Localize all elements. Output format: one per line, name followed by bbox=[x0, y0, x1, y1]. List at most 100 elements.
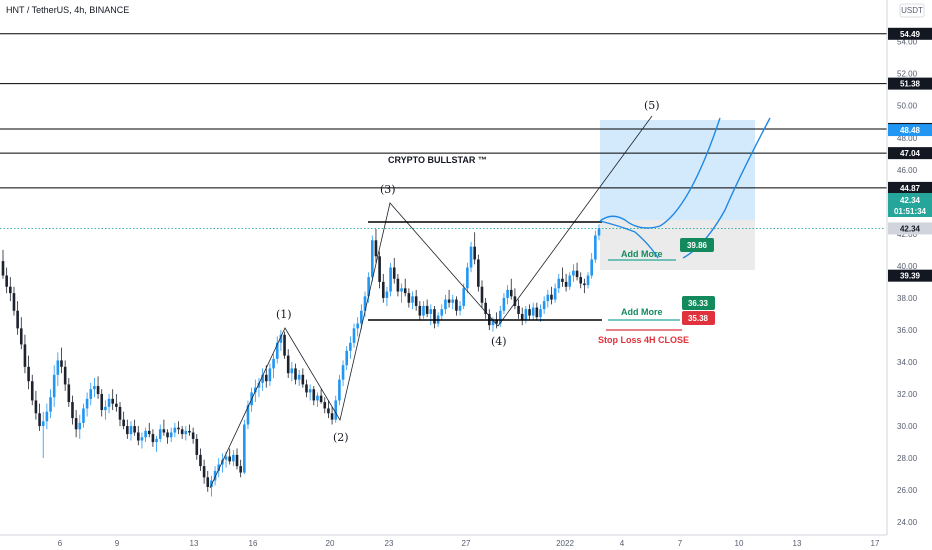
candle-body bbox=[45, 411, 49, 422]
candle-body bbox=[133, 426, 136, 433]
candle bbox=[275, 336, 279, 364]
candle-body bbox=[378, 256, 381, 282]
candle-body bbox=[425, 305, 429, 314]
candle-body bbox=[294, 368, 297, 380]
candle-body bbox=[444, 299, 447, 310]
candle bbox=[403, 278, 407, 297]
candle-body bbox=[275, 342, 279, 359]
candle bbox=[12, 286, 16, 316]
candle bbox=[473, 232, 476, 265]
candle bbox=[122, 411, 125, 430]
candle bbox=[228, 448, 231, 465]
candle bbox=[60, 347, 63, 374]
levels-layer bbox=[0, 33, 887, 189]
candle bbox=[407, 288, 411, 308]
symbol-title: HNT / TetherUS, 4h, BINANCE bbox=[6, 5, 129, 15]
candle bbox=[509, 278, 513, 300]
candle bbox=[352, 323, 356, 348]
candle-body bbox=[104, 406, 107, 411]
y-tick-label: 34.00 bbox=[897, 358, 918, 367]
candle-body bbox=[38, 413, 41, 427]
candle-body bbox=[213, 470, 217, 481]
axis-price-badge-bg bbox=[888, 269, 932, 282]
candle-body bbox=[243, 424, 246, 473]
candle-body bbox=[191, 432, 195, 439]
candle-body bbox=[297, 374, 301, 380]
candle-body bbox=[506, 289, 509, 298]
stop-loss-badge-bg bbox=[682, 311, 715, 325]
candle bbox=[327, 400, 330, 419]
candles-layer bbox=[1, 224, 601, 497]
x-tick-label: 6 bbox=[58, 539, 63, 548]
candle-body bbox=[232, 454, 235, 462]
candle-body bbox=[56, 360, 60, 375]
wave-label-2: (2) bbox=[333, 431, 349, 444]
candle bbox=[126, 419, 129, 439]
candle-body bbox=[385, 291, 389, 298]
candle-body bbox=[239, 466, 242, 473]
candle bbox=[232, 450, 235, 467]
candle bbox=[531, 302, 535, 321]
candle-body bbox=[319, 395, 323, 403]
candle bbox=[396, 273, 400, 297]
candle-body bbox=[433, 309, 436, 324]
candle bbox=[506, 285, 509, 305]
candle bbox=[466, 262, 469, 294]
candle-body bbox=[334, 400, 338, 420]
candle-body bbox=[166, 432, 169, 438]
candle bbox=[517, 299, 520, 319]
candle-body bbox=[177, 427, 180, 430]
candle bbox=[429, 304, 433, 326]
candle bbox=[349, 336, 352, 359]
add-more-label-2: Add More bbox=[621, 307, 663, 317]
currency-badge[interactable]: USDT bbox=[899, 3, 925, 18]
candle-body bbox=[520, 313, 524, 321]
candle-body bbox=[469, 246, 473, 268]
candle bbox=[133, 419, 136, 436]
candle bbox=[41, 411, 45, 459]
bullstar-title: CRYPTO BULLSTAR ™ bbox=[388, 155, 487, 165]
price-axis[interactable]: 54.0052.0050.0048.0046.0044.0042.0040.00… bbox=[886, 0, 932, 535]
candle bbox=[535, 302, 539, 321]
candle bbox=[206, 470, 210, 492]
candle bbox=[308, 384, 312, 401]
candle-body bbox=[498, 310, 502, 324]
stop-loss-badge: 35.38 bbox=[682, 311, 715, 325]
candle bbox=[334, 395, 338, 423]
candle-body bbox=[85, 398, 89, 409]
candle-body bbox=[400, 288, 403, 292]
candle-body bbox=[34, 400, 38, 414]
candle-body bbox=[253, 387, 257, 393]
candle bbox=[374, 229, 378, 263]
candle bbox=[63, 360, 67, 391]
candle bbox=[268, 363, 272, 387]
time-axis[interactable]: 6 9 13 16 20 23 27 2022 4 7 10 13 17 bbox=[0, 534, 887, 548]
candle-body bbox=[447, 299, 451, 303]
y-tick-label: 30.00 bbox=[897, 422, 918, 431]
candle bbox=[550, 286, 553, 305]
candle bbox=[469, 241, 473, 273]
candle-body bbox=[389, 267, 392, 292]
candle bbox=[140, 432, 144, 449]
candle-body bbox=[158, 429, 162, 439]
candle-body bbox=[418, 305, 422, 316]
candle bbox=[246, 400, 250, 430]
candle bbox=[147, 422, 151, 438]
candle bbox=[78, 414, 82, 439]
candle bbox=[586, 272, 590, 289]
candle bbox=[539, 304, 542, 322]
y-tick-label: 38.00 bbox=[897, 294, 918, 303]
add-more-badge-2: 36.33 bbox=[682, 296, 715, 310]
candle bbox=[484, 297, 487, 319]
level-badge-bg bbox=[888, 27, 932, 40]
candle-body bbox=[345, 350, 349, 366]
candle bbox=[575, 262, 579, 281]
level-badge-bg bbox=[888, 181, 932, 194]
candle bbox=[542, 296, 546, 314]
candle-body bbox=[396, 278, 400, 292]
candle-body bbox=[206, 477, 210, 487]
candle-body bbox=[19, 328, 23, 345]
y-tick-label: 40.00 bbox=[897, 262, 918, 271]
